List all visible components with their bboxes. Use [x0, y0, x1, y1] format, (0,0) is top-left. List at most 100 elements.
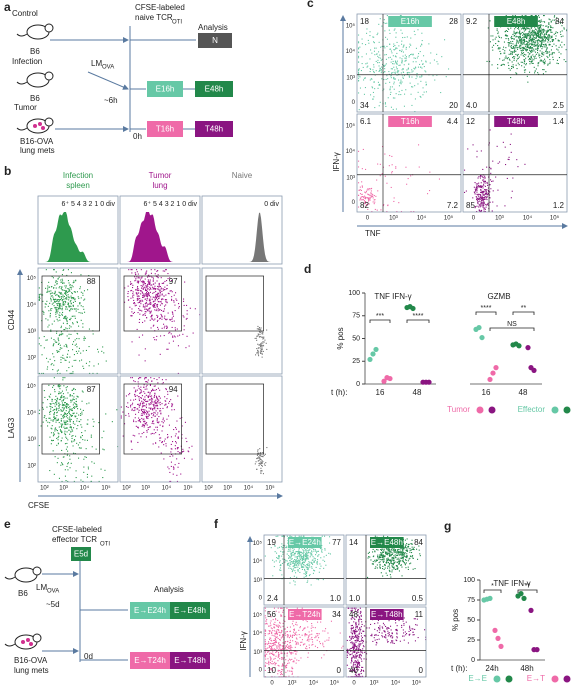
event [483, 207, 485, 209]
event [368, 200, 370, 202]
event [513, 59, 515, 61]
event [58, 386, 60, 388]
event [54, 301, 56, 303]
event [275, 535, 277, 537]
event [51, 363, 53, 365]
event [149, 281, 151, 283]
event [414, 111, 416, 113]
event [56, 415, 58, 417]
event [353, 646, 355, 648]
event [411, 548, 413, 550]
x-tick-label: 10⁴ [417, 215, 427, 222]
event [52, 435, 54, 437]
event [507, 30, 509, 32]
event [50, 406, 52, 408]
event [71, 429, 73, 431]
event [522, 27, 524, 29]
event [299, 559, 301, 561]
event [509, 49, 511, 51]
event [369, 194, 371, 196]
event [64, 422, 66, 424]
event [545, 43, 547, 45]
event [396, 633, 398, 635]
event [520, 48, 522, 50]
event [393, 81, 395, 83]
event [281, 657, 283, 659]
event [285, 547, 287, 549]
event [533, 30, 535, 32]
event [316, 578, 318, 580]
event [42, 310, 44, 312]
event [351, 624, 353, 626]
event [264, 664, 266, 666]
event [355, 660, 357, 662]
event [529, 43, 531, 45]
event [55, 401, 57, 403]
event [512, 57, 514, 59]
event [504, 35, 506, 37]
event [149, 319, 151, 321]
event [77, 396, 79, 398]
event [479, 210, 481, 212]
event [390, 75, 392, 77]
event [91, 475, 93, 477]
event [289, 535, 291, 537]
event [537, 46, 539, 48]
event [59, 286, 61, 288]
event [354, 670, 356, 672]
event [57, 301, 59, 303]
event [397, 70, 399, 72]
event [550, 26, 552, 28]
event [137, 277, 139, 279]
event [282, 609, 284, 611]
event [407, 568, 409, 570]
event [342, 645, 344, 647]
event [79, 442, 81, 444]
event [65, 387, 67, 389]
event [61, 463, 63, 465]
event [295, 562, 297, 564]
event [294, 561, 296, 563]
event [361, 660, 363, 662]
event [537, 33, 539, 35]
event [367, 552, 369, 554]
event [308, 638, 310, 640]
x-tick-label: 0 [270, 681, 274, 685]
event [304, 565, 306, 567]
event [510, 41, 512, 43]
event [86, 473, 88, 475]
event [306, 547, 308, 549]
event [382, 551, 384, 553]
event [70, 303, 72, 305]
event [325, 564, 327, 566]
event [299, 644, 301, 646]
x-tick-label: 0 [352, 681, 356, 685]
event [57, 320, 59, 322]
event [394, 60, 396, 62]
event [406, 555, 408, 557]
event [41, 372, 43, 374]
event [311, 644, 313, 646]
event [406, 36, 408, 38]
event [270, 648, 272, 650]
event [308, 635, 310, 637]
event [59, 304, 61, 306]
event [523, 36, 525, 38]
event [53, 416, 55, 418]
event [368, 198, 370, 200]
event [51, 303, 53, 305]
quadrant-value: 10 [267, 666, 276, 675]
event [386, 560, 388, 562]
event [66, 344, 68, 346]
event [356, 627, 358, 629]
event [520, 37, 522, 39]
event [308, 561, 310, 563]
event [374, 74, 376, 76]
event [347, 651, 349, 653]
event [489, 41, 491, 43]
event [400, 15, 402, 17]
panel-label: a [4, 0, 11, 14]
event [305, 634, 307, 636]
event [137, 280, 139, 282]
event [271, 660, 273, 662]
